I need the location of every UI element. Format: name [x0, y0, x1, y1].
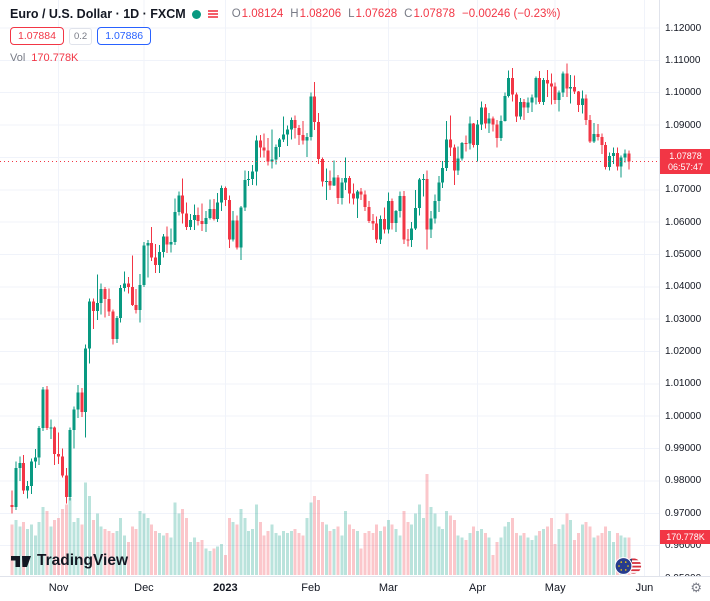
price-axis-label: 1.12000	[665, 22, 702, 34]
time-axis-label: Feb	[301, 582, 321, 594]
volume-label: Vol	[10, 52, 26, 64]
gear-icon[interactable]: ⚙	[690, 580, 702, 595]
time-axis-label: May	[544, 582, 566, 594]
high-value: 1.08206	[299, 8, 342, 20]
ohlc-values: O 1.08124 H 1.08206 L 1.07628 C 1.07878 −0.0…	[225, 8, 561, 20]
price-axis-label: 1.09000	[665, 119, 702, 131]
time-axis-label: Apr	[469, 582, 487, 594]
price-axis-label: 0.97000	[665, 507, 702, 519]
price-axis-label: 1.05000	[665, 248, 702, 260]
tradingview-logo[interactable]: TradingView	[10, 552, 128, 570]
series-marker-icon[interactable]	[191, 9, 201, 19]
last-price-value: 1.07878	[669, 151, 702, 162]
open-value: 1.08124	[241, 8, 284, 20]
volume-axis-badge: 170.778K	[660, 530, 710, 545]
tradingview-mark-icon	[11, 556, 31, 567]
price-axis-label: 1.00000	[665, 410, 702, 422]
time-axis-label: Nov	[48, 582, 69, 594]
price-axis-label: 1.11000	[665, 54, 701, 66]
volume-legend-icon[interactable]	[207, 9, 219, 19]
price-axis-label: 0.96000	[665, 540, 702, 552]
price-axis-label: 1.10000	[665, 87, 702, 99]
trade-buttons-row: 1.07884 0.2 1.07886	[10, 27, 560, 45]
spread-value: 0.2	[68, 27, 93, 45]
price-axis-label: 0.98000	[665, 475, 702, 487]
legend-row: Euro / U.S. Dollar · 1D · FXCM O 1.08124 …	[10, 7, 560, 21]
volume-bars	[10, 473, 631, 575]
time-axis-label: Mar	[378, 582, 398, 594]
time-axis[interactable]: ⚙ Nov Dec 2023 Feb Mar Apr May Jun	[0, 576, 710, 601]
change-value: −0.00246 (−0.23%)	[462, 8, 561, 20]
list-lines-icon	[207, 10, 218, 18]
close-value: 1.07878	[413, 8, 456, 20]
low-label: L	[348, 8, 355, 20]
sell-button[interactable]: 1.07884	[10, 27, 64, 45]
price-axis[interactable]: 1.07878 06:57:47 170.778K 1.12000 1.11000…	[659, 0, 710, 584]
low-value: 1.07628	[355, 8, 398, 20]
tradingview-wordmark: TradingView	[37, 552, 129, 569]
price-axis-label: 1.07000	[665, 184, 702, 196]
price-axis-label: 1.03000	[665, 313, 702, 325]
candles	[10, 63, 631, 514]
volume-value: 170.778K	[31, 52, 79, 64]
time-axis-label: Jun	[635, 582, 654, 594]
high-label: H	[290, 8, 299, 20]
buy-button[interactable]: 1.07886	[97, 27, 152, 45]
chart-pane[interactable]	[0, 0, 659, 576]
price-axis-label: 0.99000	[665, 443, 702, 455]
close-label: C	[404, 8, 413, 20]
price-axis-label: 1.04000	[665, 281, 702, 293]
eurusd-pair-flags-icon	[614, 556, 644, 581]
last-price-badge: 1.07878 06:57:47	[660, 149, 710, 175]
volume-legend-row: Vol 170.778K	[10, 52, 560, 64]
chart-legend: Euro / U.S. Dollar · 1D · FXCM O 1.08124 …	[10, 7, 560, 64]
price-axis-label: 1.01000	[665, 378, 702, 390]
time-axis-label: 2023	[213, 582, 238, 594]
open-label: O	[231, 8, 241, 20]
grid-lines	[0, 0, 659, 576]
time-axis-label: Dec	[134, 582, 154, 594]
price-axis-label: 1.02000	[665, 346, 702, 358]
price-axis-label: 1.06000	[665, 216, 702, 228]
symbol-title[interactable]: Euro / U.S. Dollar · 1D · FXCM	[10, 7, 186, 21]
eu-flag-icon	[614, 557, 633, 575]
bar-countdown: 06:57:47	[667, 161, 704, 172]
